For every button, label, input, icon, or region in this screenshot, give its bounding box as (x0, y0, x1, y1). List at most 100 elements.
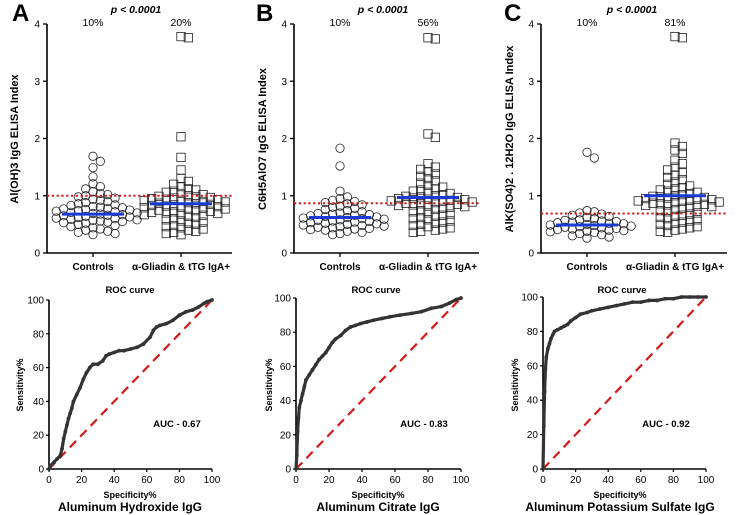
p-value-b: p < 0.0001 (357, 4, 409, 16)
roc-point (338, 333, 343, 338)
data-point-positive (169, 214, 179, 224)
data-point-controls (552, 218, 563, 228)
data-point-positive (438, 182, 448, 192)
data-point-positive (198, 196, 208, 207)
roc-title-1: ROC curve (105, 285, 154, 296)
y-tick-label: 2 (281, 134, 287, 145)
percent-controls-a: 10% (82, 17, 103, 29)
data-point-controls (335, 222, 345, 232)
percent-controls-b: 10% (329, 17, 350, 29)
roc-point (409, 311, 414, 316)
roc-point (60, 446, 64, 451)
data-point-positive (670, 155, 680, 165)
data-point-positive (648, 198, 658, 208)
roc-point (84, 370, 89, 375)
data-point-positive (685, 188, 695, 199)
roc-point (542, 389, 547, 394)
data-point-positive (670, 198, 680, 208)
reference-diagonal (542, 296, 707, 470)
data-point-controls (567, 210, 577, 220)
data-point-controls (73, 227, 83, 237)
panel-letter-b: B (256, 0, 273, 27)
data-point-positive (452, 199, 463, 209)
data-point-controls (335, 215, 345, 225)
data-point-positive (176, 132, 186, 142)
data-point-controls (357, 227, 367, 237)
data-point-positive (670, 31, 680, 42)
roc-y-tick-label: 20 (527, 430, 539, 441)
roc-point (201, 301, 206, 306)
data-point-positive (677, 148, 687, 158)
data-point-positive (146, 207, 157, 217)
roc-point (454, 297, 458, 302)
roc-point (128, 347, 133, 351)
data-point-controls (545, 220, 555, 230)
data-point-positive (670, 204, 680, 215)
roc-point (100, 358, 105, 363)
y-tick-label: 3 (528, 77, 534, 88)
data-point-positive (677, 224, 687, 234)
roc-x-tick-label: 100 (453, 475, 470, 486)
data-point-positive (677, 196, 687, 207)
roc-point (459, 296, 463, 300)
percent-positive-b: 56% (417, 17, 438, 29)
roc-point (91, 362, 95, 367)
data-point-controls (320, 204, 330, 215)
data-point-controls (626, 221, 636, 231)
scatter-panel-b: B p < 0.0001 10% 56% C6H5AlO7 IgG ELISA … (256, 0, 479, 273)
data-point-positive (161, 215, 171, 225)
roc-point (190, 308, 195, 313)
data-point-controls (132, 215, 142, 225)
roc-point (61, 436, 66, 441)
data-point-controls (604, 232, 614, 242)
roc-y-tick-label: 40 (527, 396, 539, 407)
y-tick-label: 4 (34, 20, 40, 31)
roc-point (296, 415, 301, 420)
data-point-controls (604, 218, 614, 228)
roc-title-2: ROC curve (351, 285, 400, 296)
roc-point (371, 318, 376, 323)
data-point-positive (416, 206, 426, 216)
data-point-positive (198, 217, 208, 227)
data-point-positive (670, 138, 680, 148)
data-point-controls (350, 210, 360, 220)
roc-y-tick-label: 80 (33, 329, 45, 340)
data-point-positive (670, 177, 680, 187)
data-point-controls (582, 212, 592, 223)
roc-point (671, 296, 676, 301)
data-point-positive (169, 227, 179, 237)
roc-point (104, 353, 108, 358)
y-tick-label: 0 (281, 249, 287, 260)
data-point-controls (66, 207, 76, 217)
roc-point (585, 310, 589, 315)
y-axis-label-b: C6H5AlO7 IgG ELISA Index (257, 67, 269, 210)
roc-point (48, 463, 53, 468)
roc-point (51, 460, 56, 465)
roc-x-tick-label: 100 (204, 475, 221, 486)
roc-x-tick-label: 0 (293, 475, 299, 486)
roc-point (327, 345, 331, 350)
data-point-positive (677, 159, 687, 169)
data-point-positive (707, 202, 717, 212)
data-point-controls (305, 211, 316, 221)
p-value-c: p < 0.0001 (606, 4, 658, 16)
data-point-controls (379, 221, 389, 231)
roc-y-tick-label: 40 (33, 397, 45, 408)
roc-x-tick-label: 40 (109, 475, 121, 486)
roc-point (300, 391, 305, 396)
roc-point (122, 348, 126, 353)
data-point-positive (416, 219, 426, 229)
data-point-positive (161, 228, 171, 239)
data-point-positive (430, 132, 440, 142)
data-point-controls (597, 230, 607, 240)
data-point-controls (582, 233, 592, 243)
roc-y-label-3: Sensitivity% (510, 358, 520, 411)
data-point-controls (335, 186, 345, 196)
roc-point (66, 416, 71, 421)
roc-point (63, 429, 68, 434)
data-point-positive (670, 211, 680, 221)
data-point-positive (677, 33, 687, 43)
data-point-controls (95, 188, 105, 199)
data-point-positive (416, 178, 426, 188)
data-point-positive (416, 212, 426, 223)
